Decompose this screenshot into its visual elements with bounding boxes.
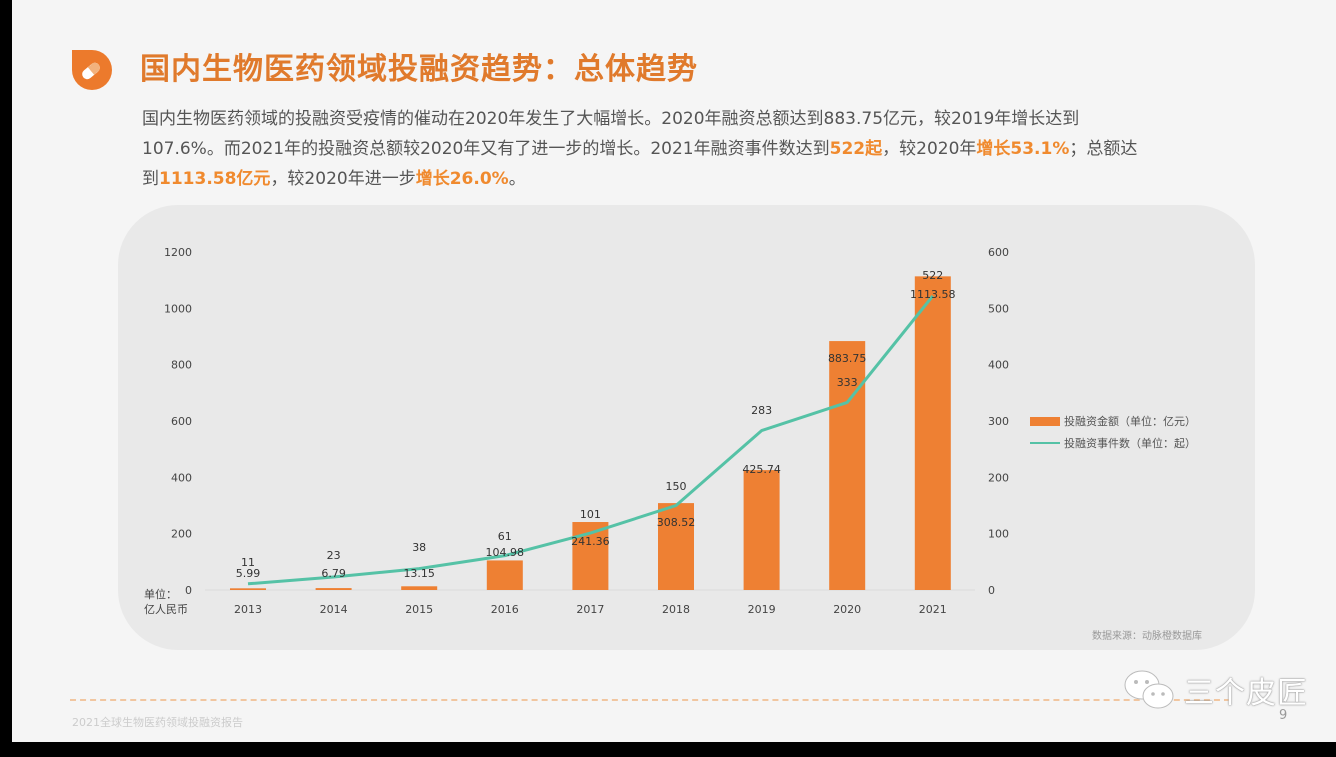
bar-value-label: 308.52 (657, 516, 696, 529)
x-axis-tick: 2014 (320, 603, 348, 616)
bar (658, 503, 694, 590)
left-axis-tick: 400 (171, 471, 192, 484)
right-axis-tick: 0 (988, 584, 995, 597)
unit-label: 单位： (144, 587, 177, 601)
highlight-amount-growth: 增长26.0% (415, 169, 509, 189)
line-value-label: 101 (580, 508, 601, 521)
line-value-label: 333 (837, 376, 858, 389)
bottom-black-bar (0, 742, 1336, 757)
line-value-label: 283 (751, 404, 772, 417)
bar (743, 470, 780, 590)
legend-item-events: 投融资事件数（单位：起） (1030, 432, 1196, 454)
bar-value-label: 6.79 (321, 567, 346, 580)
wechat-icon (1124, 670, 1174, 709)
x-axis-tick: 2016 (491, 603, 519, 616)
bar-value-label: 13.15 (403, 567, 435, 580)
line-value-label: 61 (498, 530, 512, 543)
legend-item-amount: 投融资金额（单位：亿元） (1030, 410, 1196, 432)
left-axis-tick: 800 (171, 359, 192, 372)
x-axis-tick: 2020 (833, 603, 861, 616)
x-axis-tick: 2018 (662, 603, 690, 616)
x-axis-tick: 2021 (919, 603, 947, 616)
description-line-3: 到1113.58亿元，较2020年进一步增长26.0%。 (142, 169, 526, 189)
bar (401, 586, 438, 590)
footer-divider (70, 699, 1230, 701)
chart-legend: 投融资金额（单位：亿元） 投融资事件数（单位：起） (1030, 410, 1196, 454)
bar (914, 276, 951, 590)
watermark: 三个皮匠 (1122, 668, 1308, 712)
highlight-amount: 1113.58亿元 (159, 169, 271, 189)
right-axis-tick: 300 (988, 415, 1009, 428)
left-axis-tick: 1200 (164, 246, 192, 259)
bar (315, 588, 352, 590)
line-value-label: 522 (922, 269, 943, 282)
left-axis-tick: 0 (185, 584, 192, 597)
bar-value-label: 425.74 (742, 463, 781, 476)
bar (230, 588, 266, 590)
bar-value-label: 883.75 (828, 352, 867, 365)
bar (486, 560, 523, 590)
right-axis-tick: 600 (988, 246, 1009, 259)
pill-capsule-icon (72, 50, 112, 90)
bar-value-label: 5.99 (236, 567, 261, 580)
right-axis-tick: 400 (988, 359, 1009, 372)
x-axis-tick: 2019 (748, 603, 776, 616)
page-number: 9 (1279, 708, 1288, 723)
page-title: 国内生物医药领域投融资趋势：总体趋势 (140, 52, 698, 87)
watermark-text: 三个皮匠 (1184, 676, 1308, 711)
right-axis-tick: 100 (988, 528, 1009, 541)
left-axis-tick: 200 (171, 528, 192, 541)
description-line-1: 国内生物医药领域的投融资受疫情的催动在2020年发生了大幅增长。2020年融资总… (142, 109, 1080, 129)
description-line-2: 107.6%。而2021年的投融资总额较2020年又有了进一步的增长。2021年… (142, 139, 1138, 159)
bar-value-label: 1113.58 (910, 288, 956, 301)
left-axis-tick: 600 (171, 415, 192, 428)
line-value-label: 11 (241, 556, 255, 569)
line-value-label: 150 (666, 480, 687, 493)
x-axis-tick: 2013 (234, 603, 262, 616)
left-axis-tick: 1000 (164, 302, 192, 315)
bar-value-label: 241.36 (571, 535, 610, 548)
right-axis-tick: 200 (988, 471, 1009, 484)
data-source: 数据来源：动脉橙数据库 (1092, 631, 1202, 642)
line-value-label: 23 (327, 549, 341, 562)
events-line (247, 295, 934, 586)
x-axis-tick: 2017 (576, 603, 604, 616)
right-axis-tick: 500 (988, 302, 1009, 315)
line-value-label: 38 (412, 541, 426, 554)
legend-bar-swatch (1030, 416, 1060, 426)
unit-label: 亿人民币 (144, 603, 188, 616)
legend-line-swatch (1030, 442, 1060, 444)
bar (829, 341, 866, 590)
description: 国内生物医药领域的投融资受疫情的催动在2020年发生了大幅增长。2020年融资总… (142, 104, 1292, 194)
highlight-events: 522起 (829, 139, 883, 159)
highlight-events-growth: 增长53.1% (976, 139, 1070, 159)
bar-value-label: 104.98 (486, 546, 525, 559)
x-axis-tick: 2015 (405, 603, 433, 616)
report-name: 2021全球生物医药领域投融资报告 (72, 716, 243, 729)
